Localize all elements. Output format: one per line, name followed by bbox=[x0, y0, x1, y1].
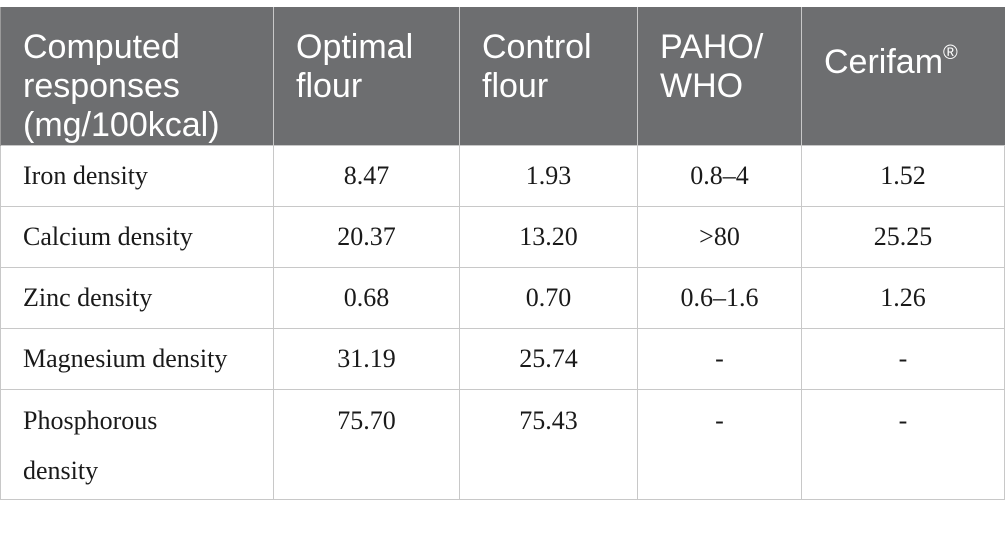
cell-paho-who: - bbox=[637, 389, 802, 500]
cell-optimal: 0.68 bbox=[273, 267, 460, 329]
row-label: Zinc density bbox=[0, 267, 274, 329]
cell-paho-who: 0.6–1.6 bbox=[637, 267, 802, 329]
cell-cerifam: 1.52 bbox=[801, 145, 1005, 207]
cell-control: 75.43 bbox=[459, 389, 638, 500]
header-computed-responses: Computed responses (mg/100kcal) bbox=[0, 7, 274, 146]
cell-paho-who: 0.8–4 bbox=[637, 145, 802, 207]
cell-optimal: 8.47 bbox=[273, 145, 460, 207]
row-label: Magnesium density bbox=[0, 328, 274, 390]
row-label: Calcium density bbox=[0, 206, 274, 268]
cell-cerifam: - bbox=[801, 328, 1005, 390]
cell-control: 13.20 bbox=[459, 206, 638, 268]
table-row: Magnesium density 31.19 25.74 - - bbox=[0, 328, 1005, 390]
header-control-flour: Control flour bbox=[459, 7, 638, 146]
table-row: Zinc density 0.68 0.70 0.6–1.6 1.26 bbox=[0, 267, 1005, 329]
nutrient-density-table: Computed responses (mg/100kcal) Optimal … bbox=[0, 7, 1005, 500]
header-optimal-flour: Optimal flour bbox=[273, 7, 460, 146]
table-row: Phosphorous density 75.70 75.43 - - bbox=[0, 389, 1005, 500]
row-label: Phosphorous density bbox=[0, 389, 274, 500]
cell-cerifam: 25.25 bbox=[801, 206, 1005, 268]
header-row: Computed responses (mg/100kcal) Optimal … bbox=[0, 7, 1005, 146]
cell-control: 0.70 bbox=[459, 267, 638, 329]
header-cerifam-label: Cerifam bbox=[824, 43, 944, 81]
header-cerifam: Cerifam® bbox=[801, 7, 1005, 146]
cell-paho-who: - bbox=[637, 328, 802, 390]
cell-cerifam: 1.26 bbox=[801, 267, 1005, 329]
header-paho-who: PAHO/ WHO bbox=[637, 7, 802, 146]
cell-control: 25.74 bbox=[459, 328, 638, 390]
cell-control: 1.93 bbox=[459, 145, 638, 207]
cell-optimal: 75.70 bbox=[273, 389, 460, 500]
table-body: Iron density 8.47 1.93 0.8–4 1.52 Calciu… bbox=[0, 145, 1005, 500]
row-label: Iron density bbox=[0, 145, 274, 207]
cell-optimal: 31.19 bbox=[273, 328, 460, 390]
cell-paho-who: >80 bbox=[637, 206, 802, 268]
cell-optimal: 20.37 bbox=[273, 206, 460, 268]
table-row: Iron density 8.47 1.93 0.8–4 1.52 bbox=[0, 145, 1005, 207]
cell-cerifam: - bbox=[801, 389, 1005, 500]
table-header: Computed responses (mg/100kcal) Optimal … bbox=[0, 7, 1005, 146]
registered-mark: ® bbox=[943, 42, 958, 64]
table-row: Calcium density 20.37 13.20 >80 25.25 bbox=[0, 206, 1005, 268]
